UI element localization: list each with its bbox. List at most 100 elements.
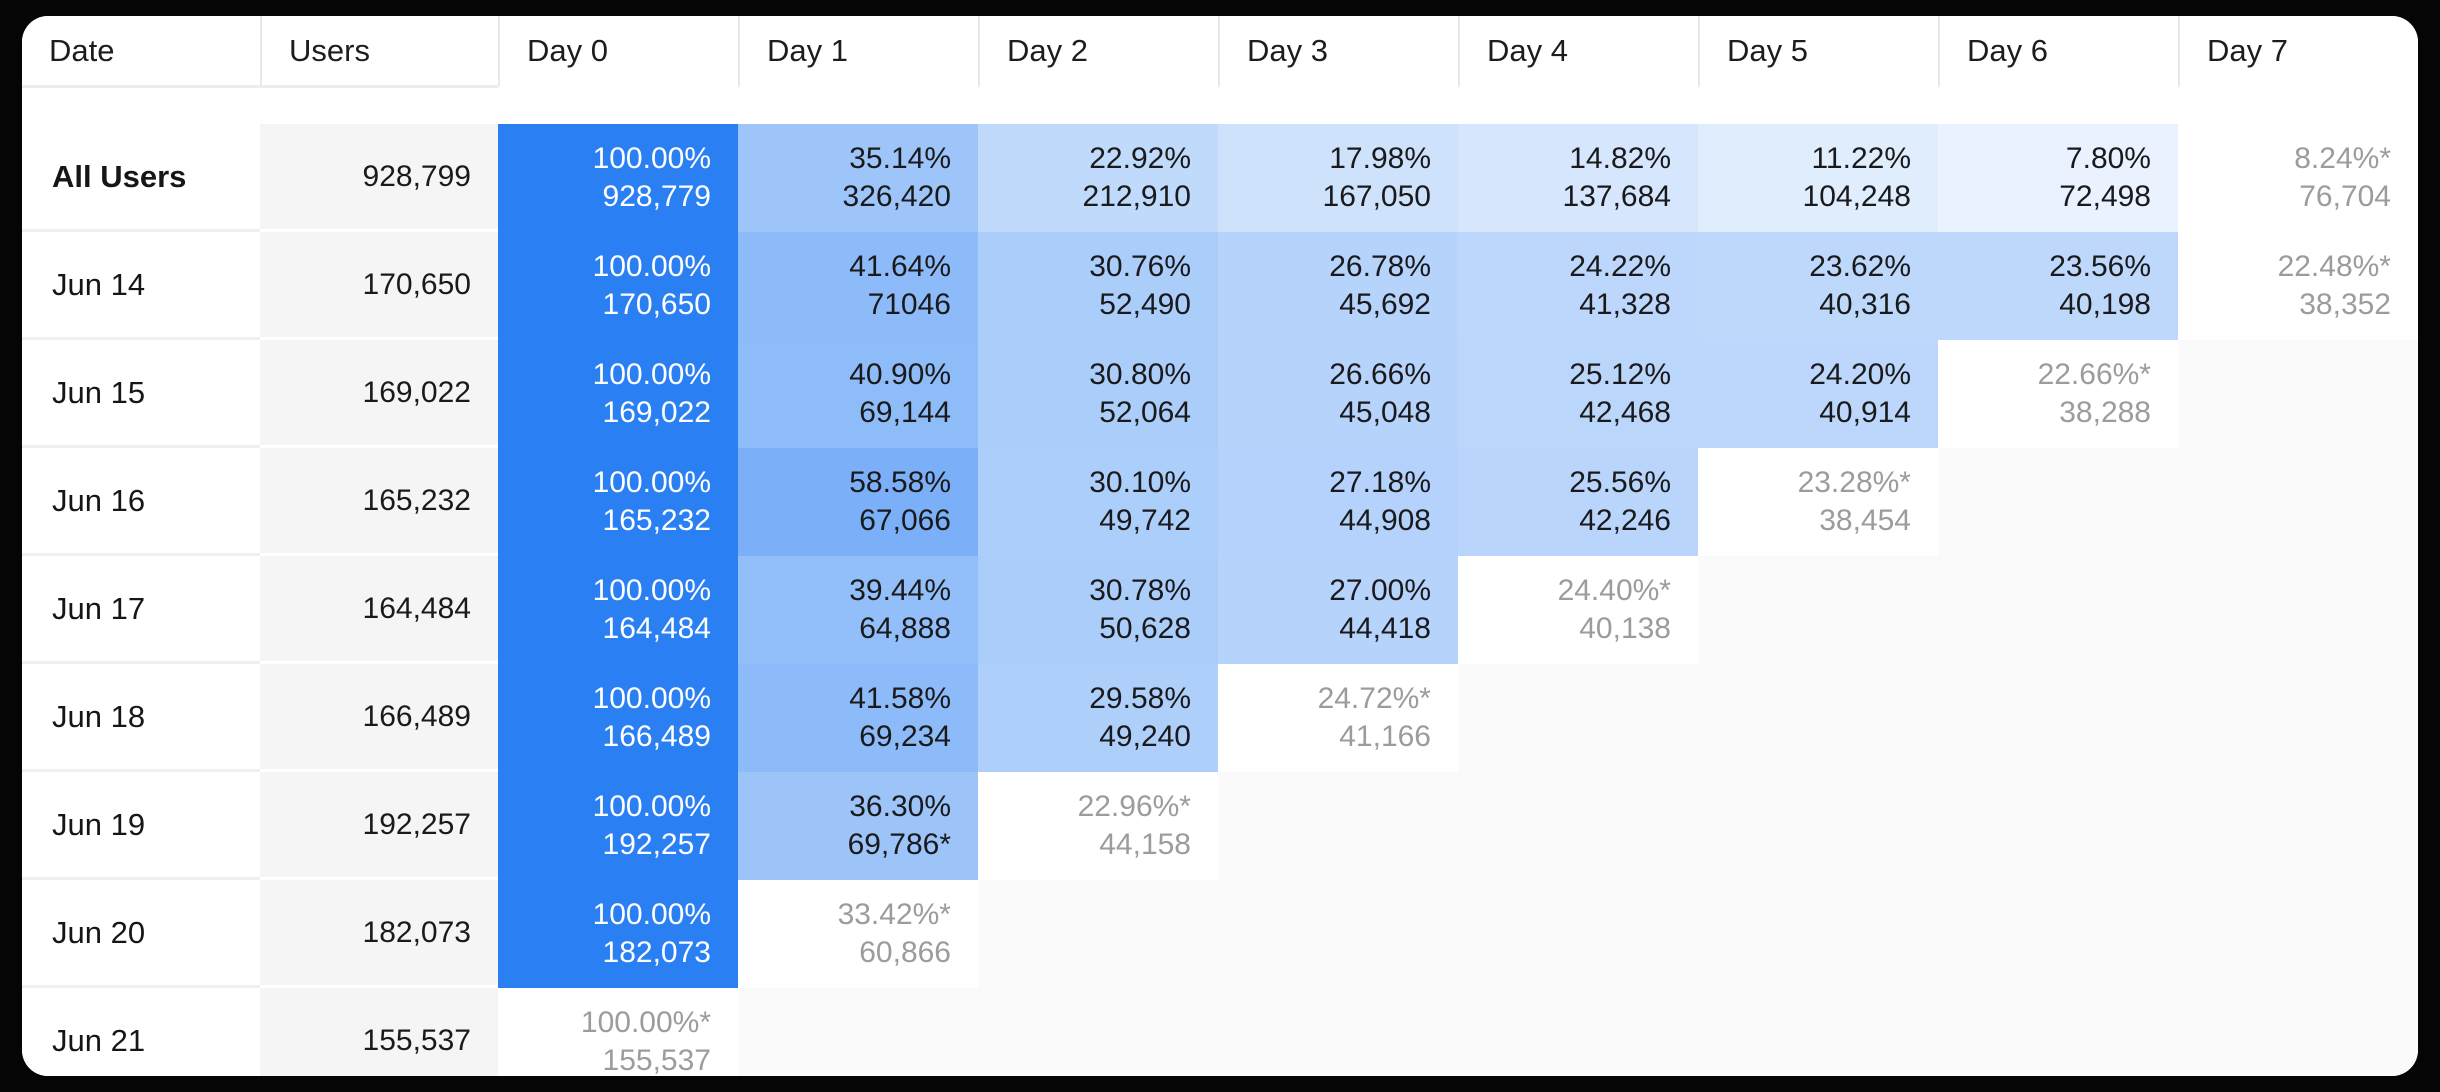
users-cell: 192,257 <box>260 772 498 880</box>
retention-pct: 33.42%* <box>837 898 951 931</box>
retention-cell[interactable]: 100.00% 928,779 <box>498 124 738 232</box>
retention-cell[interactable]: 14.82% 137,684 <box>1458 124 1698 232</box>
retention-count: 69,144 <box>859 396 951 429</box>
retention-count: 42,246 <box>1579 504 1671 537</box>
retention-count: 40,914 <box>1819 396 1911 429</box>
retention-count: 42,468 <box>1579 396 1671 429</box>
retention-cell[interactable]: 100.00% 165,232 <box>498 448 738 556</box>
retention-pct: 100.00%* <box>580 1006 711 1039</box>
retention-pct: 7.80% <box>2065 142 2151 175</box>
date-cell: All Users <box>22 124 260 232</box>
retention-count: 41,166 <box>1339 720 1431 753</box>
retention-count: 72,498 <box>2059 180 2151 213</box>
retention-count: 40,138 <box>1579 612 1671 645</box>
retention-cell[interactable]: 41.64% 71046 <box>738 232 978 340</box>
retention-pct: 41.64% <box>849 250 951 283</box>
date-cell: Jun 17 <box>22 556 260 664</box>
retention-count: 45,692 <box>1339 288 1431 321</box>
column-header-day-0: Day 0 <box>498 16 738 88</box>
retention-pct: 11.22% <box>1811 142 1911 175</box>
retention-count: 50,628 <box>1099 612 1191 645</box>
date-cell: Jun 19 <box>22 772 260 880</box>
retention-cell[interactable]: 33.42%* 60,866 <box>738 880 978 988</box>
retention-cell <box>2178 340 2418 448</box>
retention-count: 49,240 <box>1099 720 1191 753</box>
retention-count: 192,257 <box>602 828 711 861</box>
retention-cell[interactable]: 23.56% 40,198 <box>1938 232 2178 340</box>
retention-cell[interactable]: 24.20% 40,914 <box>1698 340 1938 448</box>
retention-cell[interactable]: 29.58% 49,240 <box>978 664 1218 772</box>
retention-pct: 100.00% <box>592 790 711 823</box>
retention-count: 104,248 <box>1802 180 1911 213</box>
retention-cell[interactable]: 30.10% 49,742 <box>978 448 1218 556</box>
retention-cell[interactable]: 24.40%* 40,138 <box>1458 556 1698 664</box>
retention-count: 170,650 <box>602 288 711 321</box>
retention-count: 67,066 <box>859 504 951 537</box>
retention-cell[interactable]: 23.28%* 38,454 <box>1698 448 1938 556</box>
retention-pct: 25.12% <box>1569 358 1671 391</box>
retention-cell[interactable]: 30.78% 50,628 <box>978 556 1218 664</box>
retention-cell[interactable]: 39.44% 64,888 <box>738 556 978 664</box>
retention-pct: 24.40%* <box>1557 574 1671 607</box>
retention-cell[interactable]: 100.00% 166,489 <box>498 664 738 772</box>
retention-cell[interactable]: 41.58% 69,234 <box>738 664 978 772</box>
retention-cell <box>1698 664 1938 772</box>
retention-cell <box>1458 880 1698 988</box>
retention-pct: 40.90% <box>849 358 951 391</box>
retention-cell[interactable]: 24.72%* 41,166 <box>1218 664 1458 772</box>
retention-cell <box>2178 772 2418 880</box>
retention-cell[interactable]: 58.58% 67,066 <box>738 448 978 556</box>
column-header-users: Users <box>260 16 498 88</box>
retention-cell <box>2178 448 2418 556</box>
retention-cell[interactable]: 22.66%* 38,288 <box>1938 340 2178 448</box>
retention-cell[interactable]: 26.78% 45,692 <box>1218 232 1458 340</box>
retention-cell[interactable]: 30.76% 52,490 <box>978 232 1218 340</box>
retention-pct: 100.00% <box>592 574 711 607</box>
retention-cell <box>1458 772 1698 880</box>
retention-cell[interactable]: 36.30% 69,786* <box>738 772 978 880</box>
retention-cell[interactable]: 100.00% 192,257 <box>498 772 738 880</box>
retention-cell[interactable]: 40.90% 69,144 <box>738 340 978 448</box>
retention-count: 64,888 <box>859 612 951 645</box>
retention-pct: 100.00% <box>592 358 711 391</box>
retention-count: 52,064 <box>1099 396 1191 429</box>
retention-cell[interactable]: 17.98% 167,050 <box>1218 124 1458 232</box>
retention-cell[interactable]: 7.80% 72,498 <box>1938 124 2178 232</box>
retention-pct: 30.10% <box>1089 466 1191 499</box>
retention-cell[interactable]: 22.92% 212,910 <box>978 124 1218 232</box>
retention-pct: 23.28%* <box>1797 466 1911 499</box>
retention-cell[interactable]: 35.14% 326,420 <box>738 124 978 232</box>
retention-pct: 26.78% <box>1329 250 1431 283</box>
retention-cell[interactable]: 23.62% 40,316 <box>1698 232 1938 340</box>
column-header-day-5: Day 5 <box>1698 16 1938 88</box>
retention-cell[interactable]: 30.80% 52,064 <box>978 340 1218 448</box>
retention-cell <box>1698 556 1938 664</box>
retention-cell <box>1698 880 1938 988</box>
retention-cell[interactable]: 25.12% 42,468 <box>1458 340 1698 448</box>
retention-cell[interactable]: 25.56% 42,246 <box>1458 448 1698 556</box>
retention-cell[interactable]: 8.24%* 76,704 <box>2178 124 2418 232</box>
retention-cell[interactable]: 100.00% 170,650 <box>498 232 738 340</box>
retention-cell[interactable]: 100.00%* 155,537 <box>498 988 738 1076</box>
retention-cell[interactable]: 24.22% 41,328 <box>1458 232 1698 340</box>
retention-pct: 36.30% <box>849 790 951 823</box>
retention-cell[interactable]: 100.00% 169,022 <box>498 340 738 448</box>
retention-cell <box>1938 448 2178 556</box>
retention-cell[interactable]: 22.48%* 38,352 <box>2178 232 2418 340</box>
retention-pct: 100.00% <box>592 682 711 715</box>
retention-cell[interactable]: 22.96%* 44,158 <box>978 772 1218 880</box>
retention-pct: 14.82% <box>1569 142 1671 175</box>
retention-cell[interactable]: 27.18% 44,908 <box>1218 448 1458 556</box>
retention-cell[interactable]: 27.00% 44,418 <box>1218 556 1458 664</box>
retention-count: 69,234 <box>859 720 951 753</box>
retention-count: 165,232 <box>602 504 711 537</box>
retention-pct: 8.24%* <box>2294 142 2391 175</box>
retention-cell[interactable]: 100.00% 164,484 <box>498 556 738 664</box>
retention-cell[interactable]: 26.66% 45,048 <box>1218 340 1458 448</box>
retention-count: 167,050 <box>1322 180 1431 213</box>
retention-cell[interactable]: 11.22% 104,248 <box>1698 124 1938 232</box>
retention-pct: 22.96%* <box>1077 790 1191 823</box>
retention-cell[interactable]: 100.00% 182,073 <box>498 880 738 988</box>
retention-count: 45,048 <box>1339 396 1431 429</box>
